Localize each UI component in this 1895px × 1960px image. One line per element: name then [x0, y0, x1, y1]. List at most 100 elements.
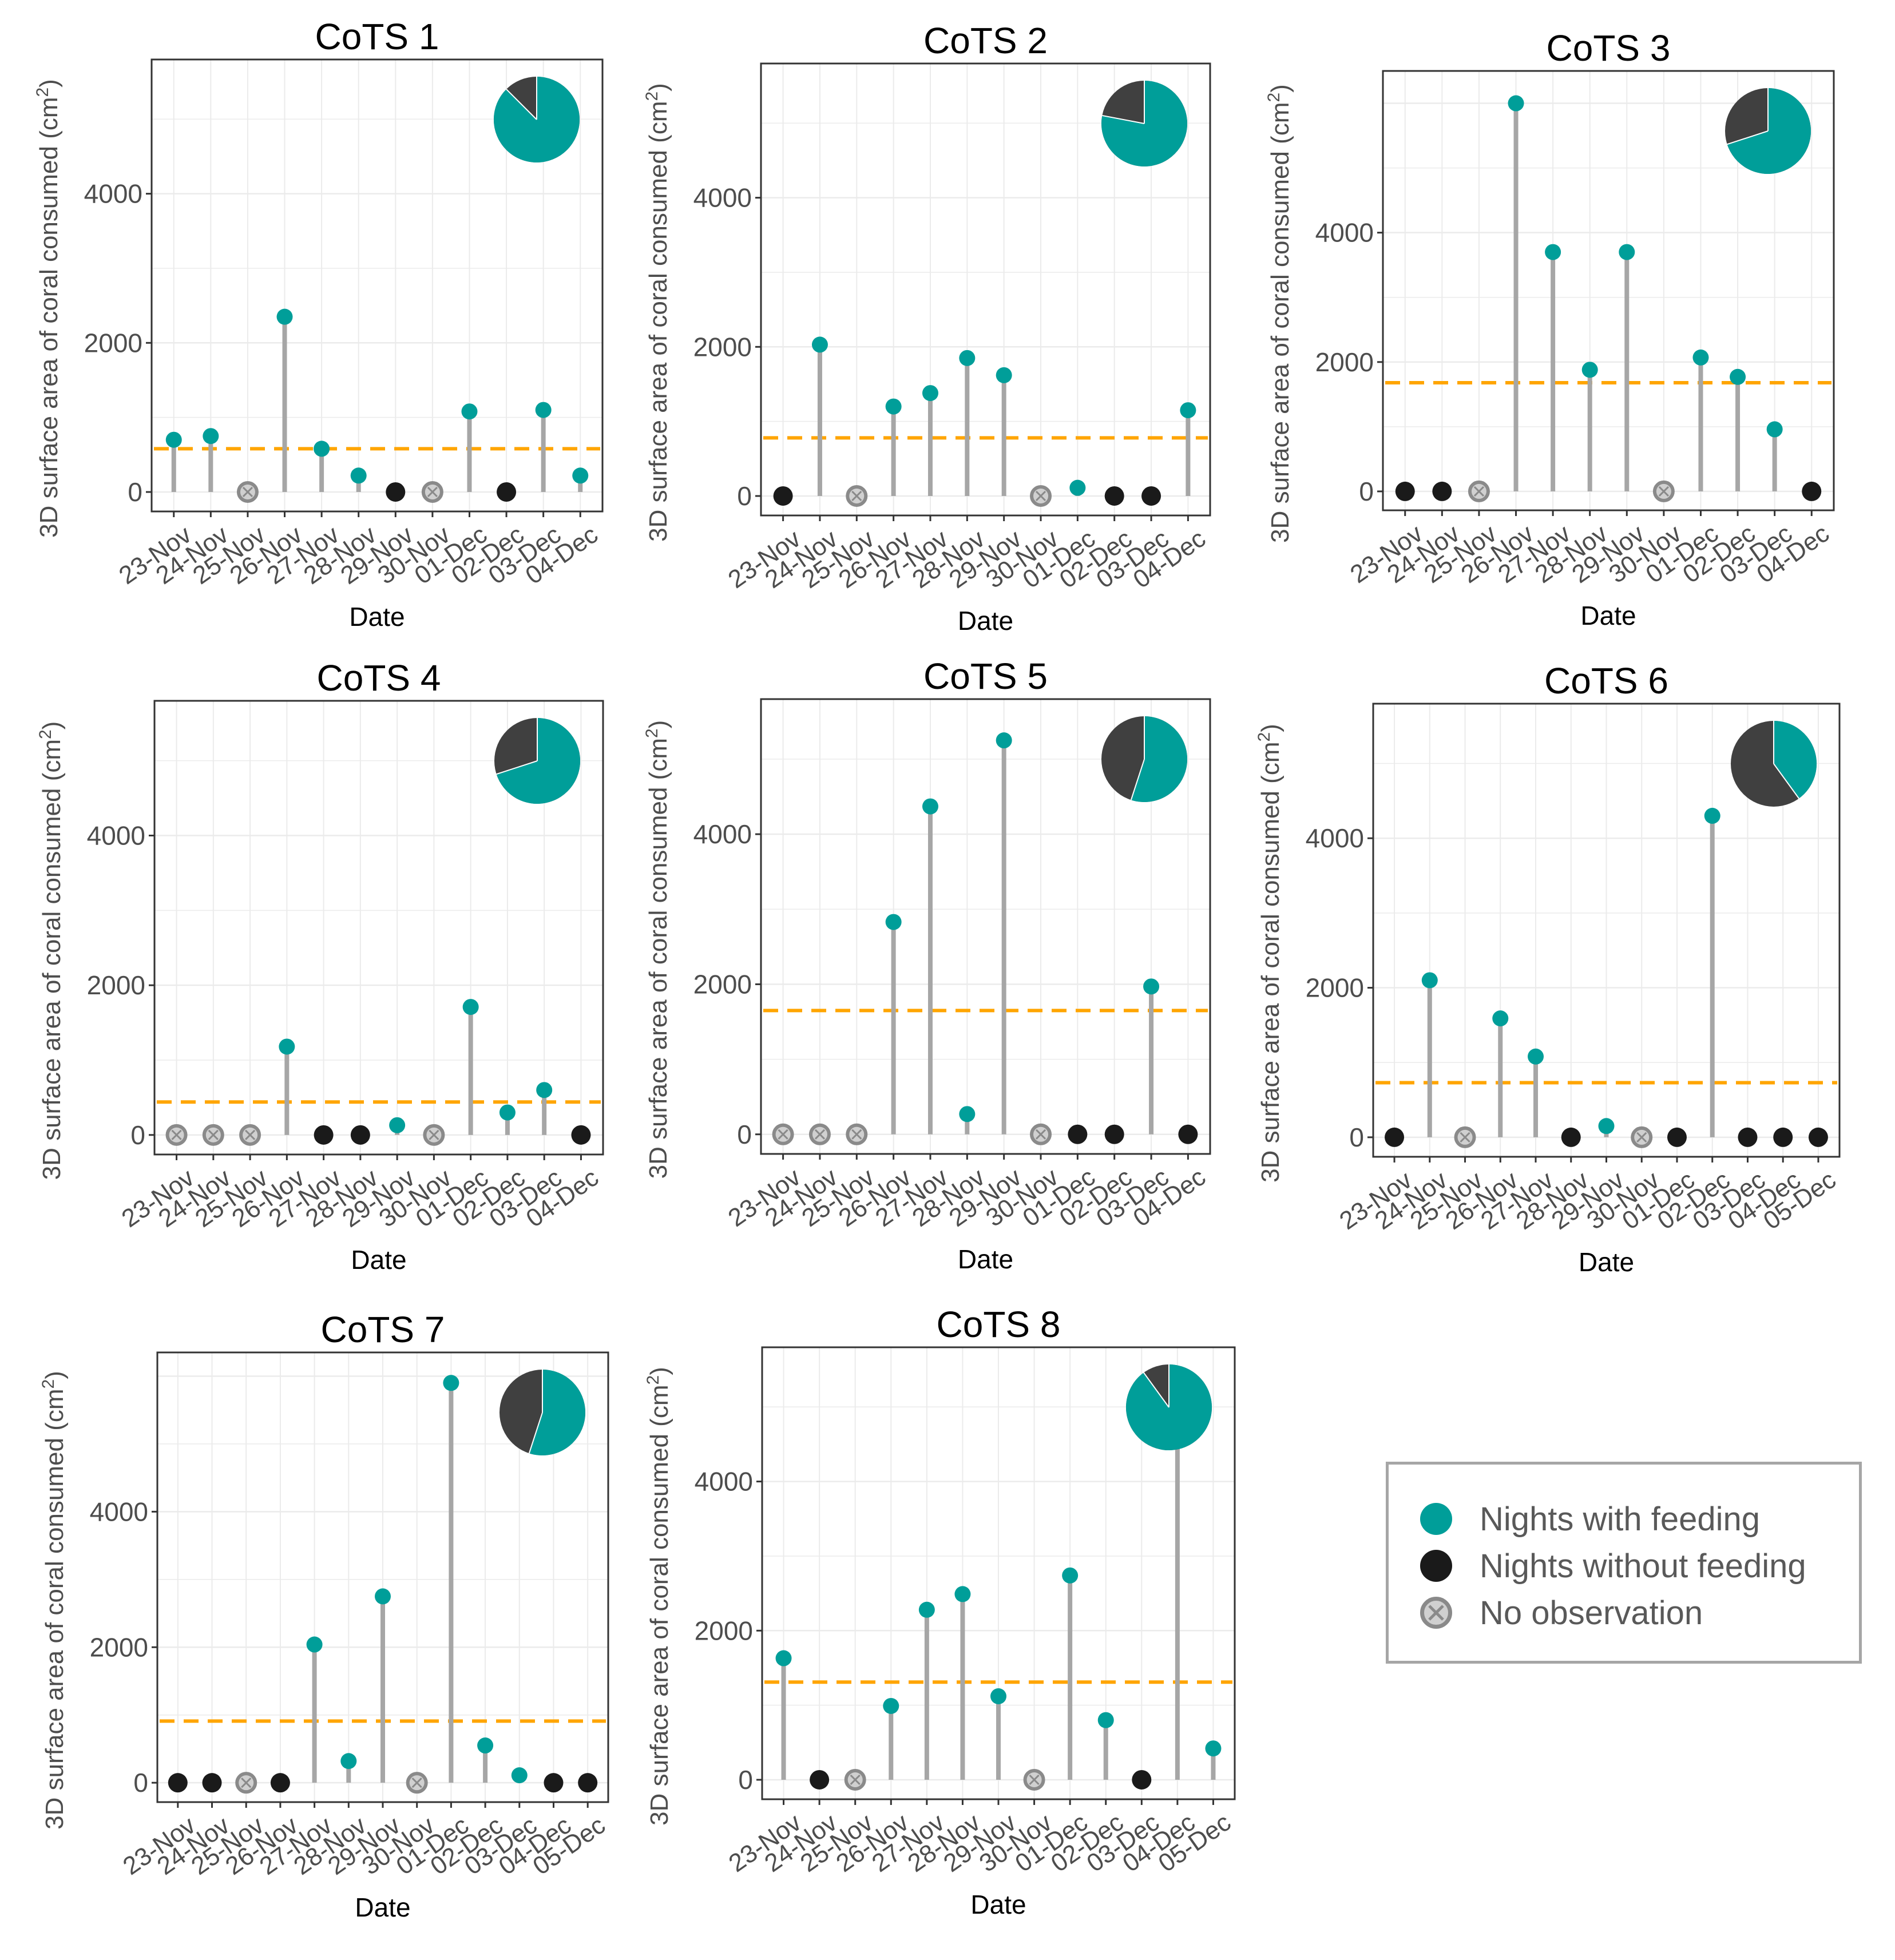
feeding-point — [885, 914, 902, 930]
feeding-point — [959, 1106, 976, 1122]
no-feeding-point — [1104, 486, 1124, 506]
y-axis-label-sup: 2 — [643, 92, 661, 101]
no-observation-cross — [1460, 1132, 1470, 1142]
y-axis-label-sup: 2 — [39, 1379, 58, 1389]
y-axis-label: 3D surface area of coral consumed (cm2) — [643, 83, 672, 542]
feeding-point — [922, 798, 938, 815]
no-observation-cross — [427, 486, 438, 498]
feeding-point — [389, 1117, 406, 1133]
no-feeding-point — [1667, 1127, 1687, 1147]
y-axis-label: 3D surface area of coral consumed (cm2) — [36, 721, 66, 1180]
y-axis-label-end: ) — [38, 721, 66, 730]
pie-slice-feed — [529, 1370, 585, 1455]
y-axis-label: 3D surface area of coral consumed (cm2) — [1264, 84, 1294, 543]
feeding-point — [1180, 402, 1196, 419]
y-axis-label-end: ) — [644, 83, 672, 92]
feeding-point — [1421, 972, 1438, 989]
no-observation-cross — [208, 1129, 219, 1140]
y-axis-label: 3D surface area of coral consumed (cm2) — [33, 79, 63, 538]
pie-slice-feed — [1131, 716, 1188, 803]
feeding-point — [990, 1688, 1006, 1704]
no-observation-cross — [1029, 1774, 1040, 1786]
feeding-point — [461, 403, 478, 420]
chart-title: CoTS 2 — [923, 20, 1048, 61]
no-observation-cross — [241, 1778, 252, 1788]
no-feeding-point — [350, 1125, 370, 1145]
no-feeding-point — [1802, 481, 1822, 501]
no-observation-icon — [1420, 1597, 1452, 1629]
y-axis-label-end: ) — [41, 1371, 69, 1379]
y-axis-label: 3D surface area of coral consumed (cm2) — [643, 720, 672, 1179]
no-observation-cross — [171, 1129, 182, 1140]
y-tick-label: 2000 — [693, 969, 752, 999]
feeding-point — [1598, 1118, 1615, 1134]
y-axis-label-sup: 2 — [644, 1375, 663, 1385]
feeding-point — [462, 999, 479, 1015]
no-observation-cross — [1658, 486, 1669, 497]
y-axis-label-end: ) — [1266, 84, 1294, 93]
no-observation-cross — [1636, 1132, 1647, 1142]
feeding-point — [1069, 479, 1086, 496]
legend-label-feed: Nights with feeding — [1480, 1500, 1761, 1538]
no-feeding-point — [168, 1773, 188, 1793]
feeding-point — [1730, 368, 1746, 385]
feeding-point — [375, 1588, 391, 1605]
feeding-point — [811, 336, 828, 353]
no-feeding-point — [202, 1773, 222, 1793]
y-axis-label-main: 3D surface area of coral consumed (cm — [1266, 102, 1294, 543]
y-tick-label: 2000 — [84, 328, 142, 358]
y-axis-label-main: 3D surface area of coral consumed (cm — [35, 97, 63, 538]
feeding-point — [1692, 349, 1709, 366]
x-axis-label: Date — [351, 1245, 406, 1275]
feeding-point — [922, 385, 938, 402]
feeding-point — [959, 350, 976, 366]
no-observation-cross — [411, 1778, 422, 1788]
feeding-point — [1508, 95, 1524, 112]
chart-title: CoTS 8 — [937, 1304, 1061, 1345]
chart-title: CoTS 1 — [315, 16, 439, 57]
y-axis-label-main: 3D surface area of coral consumed (cm — [38, 739, 66, 1180]
plot-border — [760, 62, 1211, 517]
no-feeding-point — [1141, 486, 1161, 506]
pie-divider — [1773, 763, 1799, 799]
y-axis-label-main: 3D surface area of coral consumed (cm — [645, 1385, 673, 1826]
feeding-point — [499, 1104, 516, 1121]
y-tick-label: 4000 — [84, 179, 142, 209]
feeding-point — [918, 1601, 935, 1618]
feeding-point — [511, 1767, 528, 1784]
legend-label-nofeed: Nights without feeding — [1480, 1547, 1806, 1585]
y-tick-label: 4000 — [87, 821, 145, 851]
pie-divider — [528, 1412, 543, 1454]
y-axis-label-main: 3D surface area of coral consumed (cm — [1256, 742, 1285, 1183]
feeding-point — [1704, 808, 1720, 824]
chart-panel-7: 02000400023-Nov24-Nov25-Nov26-Nov27-Nov2… — [39, 1309, 610, 1922]
y-axis-label-sup: 2 — [33, 88, 52, 97]
x-axis-label: Date — [349, 602, 405, 632]
feeding-point — [1205, 1740, 1222, 1757]
y-tick-label: 0 — [738, 1765, 753, 1795]
feeding-point — [1581, 362, 1598, 378]
no-feeding-dot-icon — [1420, 1550, 1452, 1582]
y-tick-label: 0 — [133, 1768, 148, 1798]
x-axis-label: Date — [355, 1892, 410, 1922]
feeding-point — [1062, 1567, 1079, 1584]
y-tick-label: 4000 — [90, 1497, 148, 1526]
no-feeding-point — [1178, 1124, 1198, 1144]
legend: Nights with feeding Nights without feedi… — [1386, 1462, 1862, 1664]
y-tick-label: 2000 — [693, 332, 752, 362]
pie-slice-feed — [1774, 721, 1817, 799]
y-tick-label: 4000 — [693, 183, 752, 213]
feeding-point — [775, 1650, 792, 1667]
legend-label-noobs: No observation — [1480, 1594, 1703, 1632]
y-tick-label: 0 — [1359, 477, 1374, 506]
y-tick-label: 0 — [128, 477, 142, 507]
plot-border — [760, 698, 1211, 1155]
chart-panel-2: 02000400023-Nov24-Nov25-Nov26-Nov27-Nov2… — [643, 20, 1211, 636]
chart-panel-1: 02000400023-Nov24-Nov25-Nov26-Nov27-Nov2… — [33, 16, 604, 632]
feeding-point — [996, 732, 1012, 749]
feeding-point — [996, 367, 1012, 383]
y-axis-label-main: 3D surface area of coral consumed (cm — [41, 1389, 69, 1830]
y-axis-label-end: ) — [644, 720, 672, 729]
legend-item-nofeed: Nights without feeding — [1420, 1543, 1806, 1589]
no-observation-cross — [850, 1774, 861, 1786]
